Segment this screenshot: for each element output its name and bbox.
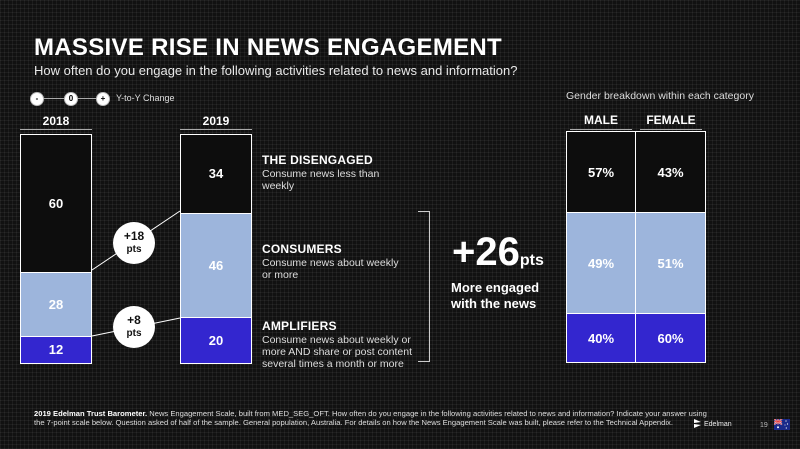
footnote: 2019 Edelman Trust Barometer. News Engag… [34,409,714,428]
segment-description: Consume news less than weekly [262,168,380,192]
segment-label-disengaged: THE DISENGAGED Consume news less than we… [262,153,422,192]
legend-zero-icon: 0 [64,92,78,106]
male-underline [570,129,632,130]
footnote-text: News Engagement Scale, built from MED_SE… [34,409,707,428]
bar-2019-segment-amplifiers: 20 [181,317,251,363]
footnote-source: 2019 Edelman Trust Barometer. [34,409,148,418]
segment-heading: AMPLIFIERS [262,319,337,333]
gender-cell-female: 60% [636,313,705,362]
change-bubble-value: +18 [123,229,145,243]
bar-value-label: 12 [48,342,64,358]
gender-caption: Gender breakdown within each category [566,90,754,102]
column-header-female: FEMALE [646,113,696,127]
engagement-increase-text: More engaged with the news [451,280,540,311]
change-bubble-unit: pts [126,328,142,339]
segment-heading: CONSUMERS [262,242,342,256]
australia-flag-icon [774,419,790,430]
legend-minus-icon: - [30,92,44,106]
column-header-male: MALE [584,113,618,127]
change-bubble-consumers: +18 pts [113,222,155,264]
gender-cell-male: 40% [567,313,636,362]
bar-2019-segment-disengaged: 34 [181,135,251,213]
year-label-2019: 2019 [202,114,230,128]
bar-2018-segment-amplifiers: 12 [21,335,91,363]
engaged-bracket [418,211,430,362]
bar-value-label: 60 [48,195,64,211]
change-bubble-amplifiers: +8 pts [113,306,155,348]
year-label-2018: 2018 [42,114,70,128]
gender-cell-female: 43% [636,132,705,212]
stacked-bar-2018: 60 28 12 [20,134,92,364]
segment-description: Consume news about weekly or more [262,257,399,281]
segment-label-amplifiers: AMPLIFIERS Consume news about weekly or … [262,319,422,370]
edelman-logo: Edelman [704,421,732,428]
bar-value-label: 20 [208,333,224,349]
gender-table: 57% 43% 49% 51% 40% 60% [566,131,706,363]
legend-plus-icon: + [96,92,110,106]
segment-heading: THE DISENGAGED [262,153,373,167]
bar-2018-segment-disengaged: 60 [21,135,91,272]
bar-value-label: 34 [208,166,224,182]
engagement-increase-value: +26 [452,230,520,274]
change-legend: - 0 + Y-to-Y Change [30,92,200,106]
bar-value-label: 46 [208,257,224,273]
change-bubble-value: +8 [127,313,141,327]
year-underline-2019 [180,129,252,130]
segment-label-consumers: CONSUMERS Consume news about weekly or m… [262,242,422,281]
page-subtitle: How often do you engage in the following… [34,63,518,78]
year-underline-2018 [20,129,92,130]
gender-cell-female: 51% [636,212,705,313]
gender-cell-male: 57% [567,132,636,212]
engagement-increase: +26pts [452,230,544,275]
gender-cell-male: 49% [567,212,636,313]
bar-2019-segment-consumers: 46 [181,212,251,318]
page-title: MASSIVE RISE IN NEWS ENGAGEMENT [34,34,503,61]
bar-2018-segment-consumers: 28 [21,271,91,336]
segment-description: Consume news about weekly or more AND sh… [262,334,412,370]
bar-value-label: 28 [48,296,64,312]
edelman-logo-icon [694,419,701,428]
change-bubble-unit: pts [126,244,142,255]
legend-label: Y-to-Y Change [116,93,175,103]
stacked-bar-2019: 34 46 20 [180,134,252,364]
engagement-increase-unit: pts [519,252,544,269]
page-number: 19 [760,422,768,429]
female-underline [640,129,702,130]
